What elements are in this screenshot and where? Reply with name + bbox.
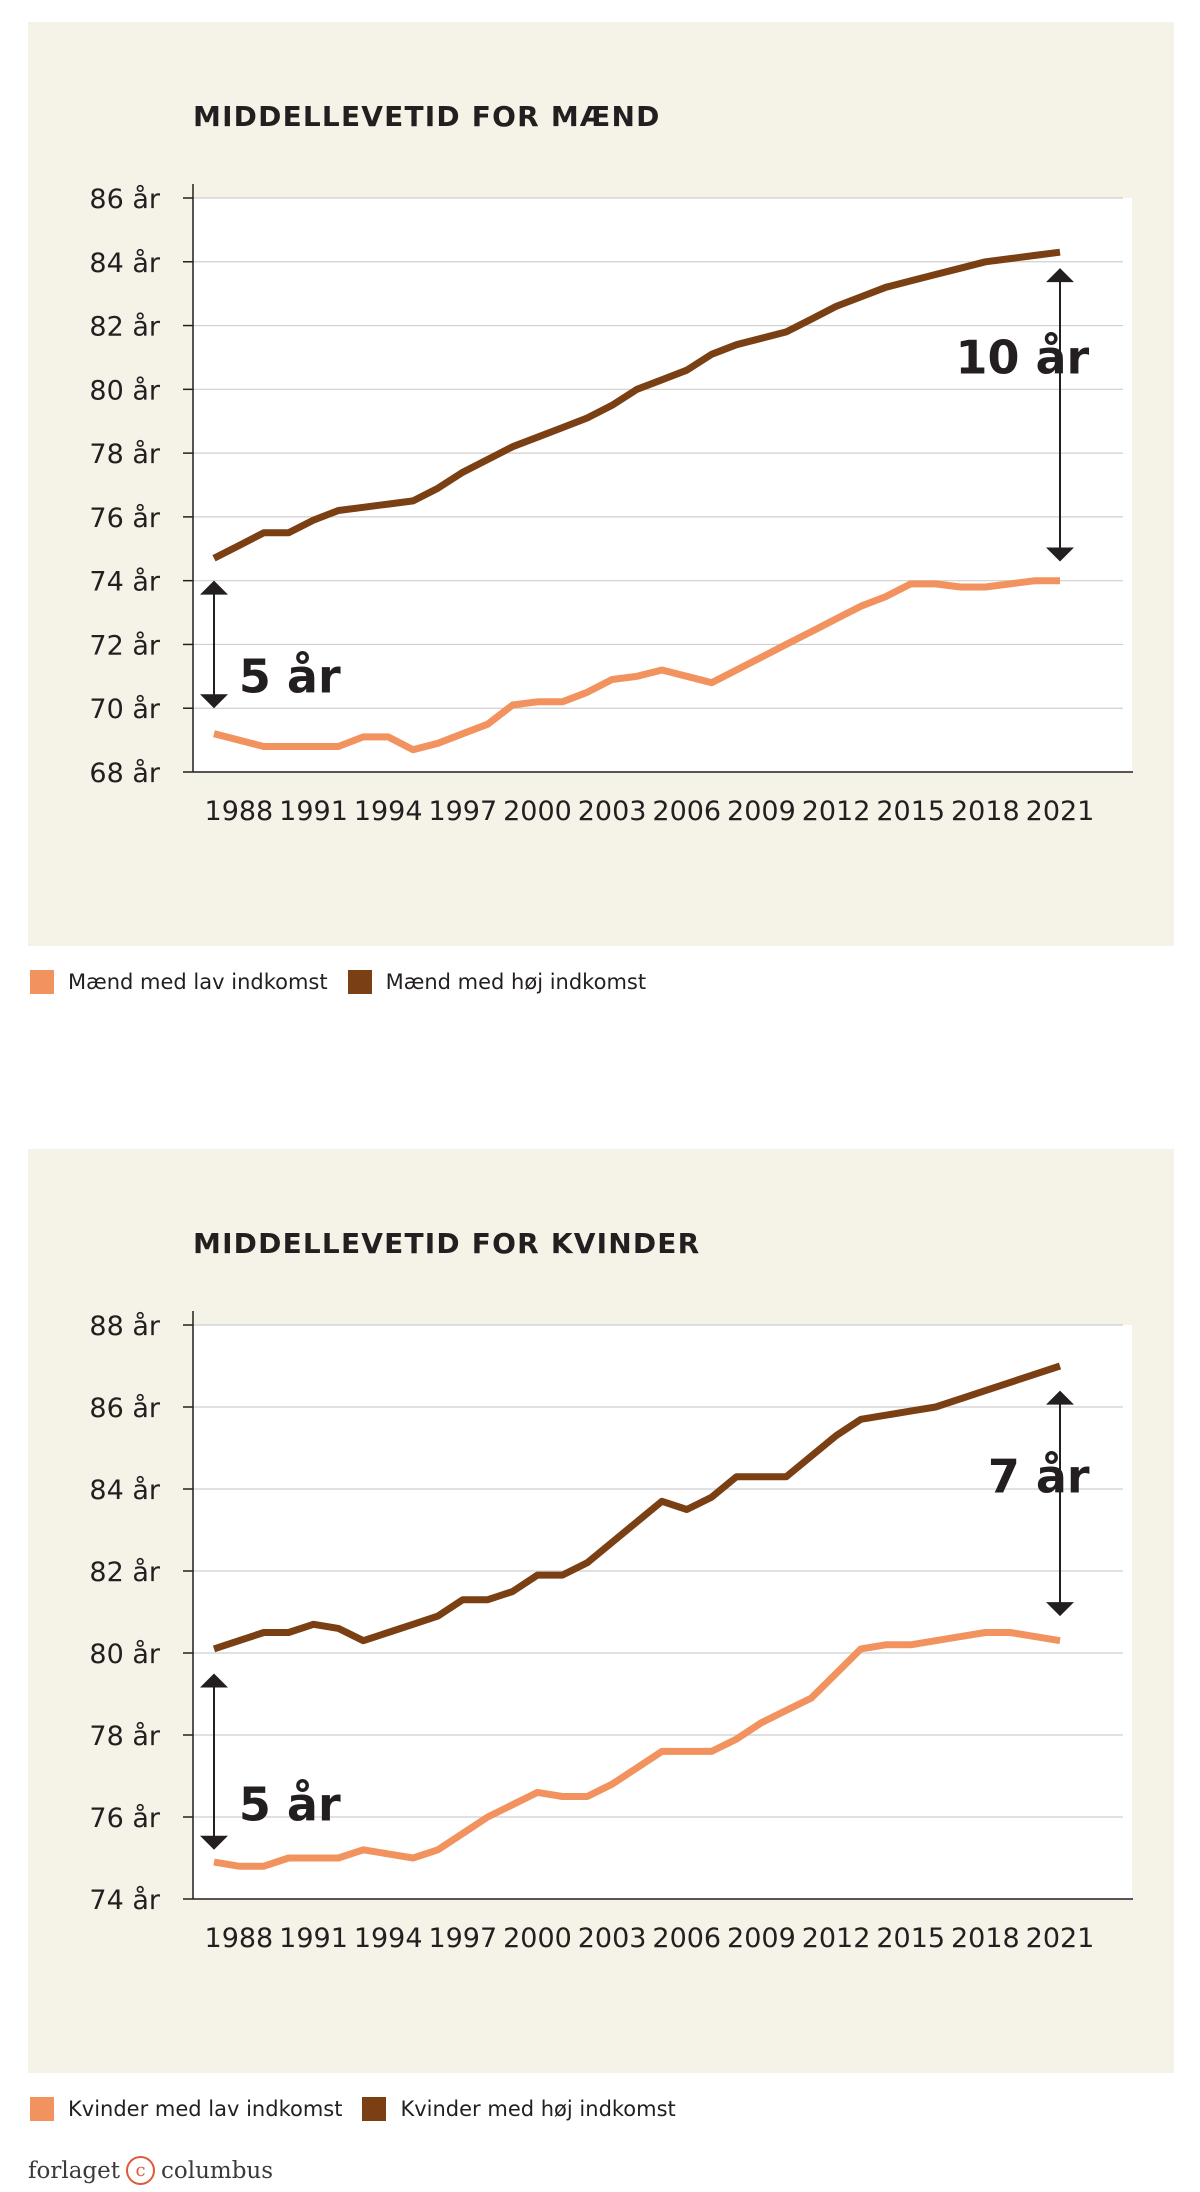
x-tick-label: 1991 (279, 796, 348, 827)
x-tick-label: 2003 (578, 796, 647, 827)
arrow-down-icon (200, 1835, 228, 1850)
x-tick-label: 2015 (876, 1923, 945, 1954)
series-line-low (213, 1629, 1061, 1870)
y-tick-label: 82 år (89, 1557, 160, 1588)
y-tick-label: 82 år (89, 312, 160, 343)
x-tick-label: 2006 (652, 1923, 721, 1954)
arrow-up-icon (200, 1673, 228, 1688)
legend-label: Kvinder med høj indkomst (400, 2097, 676, 2121)
copyright-c-icon: c (126, 2156, 155, 2185)
chart-panel-women: MIDDELLEVETID FOR KVINDER 74 år 76 år 78 å… (28, 1149, 1174, 2073)
gap-label: 10 år (955, 330, 1089, 384)
series-line-high (212, 248, 1061, 562)
x-tick-label: 2018 (951, 1923, 1020, 1954)
legend-swatch-low (30, 2097, 54, 2121)
x-tick-label: 2012 (802, 796, 871, 827)
publisher-logo: forlaget c columbus (28, 2156, 273, 2185)
y-tick-label: 80 år (89, 1639, 160, 1670)
x-tick-label: 2021 (1026, 1923, 1095, 1954)
legend-item-high: Mænd med høj indkomst (347, 970, 647, 994)
y-tick-label: 72 år (89, 630, 160, 661)
x-tick-label: 2000 (503, 1923, 572, 1954)
gap-label: 7 år (988, 1450, 1090, 1504)
chart-title: MIDDELLEVETID FOR MÆND (193, 100, 661, 133)
legend-label: Kvinder med lav indkomst (68, 2097, 343, 2121)
x-tick-label: 2006 (652, 796, 721, 827)
x-tick-label: 2009 (727, 1923, 796, 1954)
y-tick-label: 84 år (89, 1475, 160, 1506)
legend-swatch-high (362, 2097, 387, 2121)
legend-item-low: Mænd med lav indkomst (30, 970, 328, 994)
legend-men: Mænd med lav indkomst Mænd med høj indko… (30, 967, 666, 997)
y-tick-label: 70 år (89, 694, 160, 725)
arrow-down-icon (200, 694, 228, 709)
publisher-name-left: forlaget (28, 2157, 120, 2184)
line-chart-men: 68 år 70 år 72 år 74 år 76 år 78 år 80 år 82 år… (89, 184, 1133, 827)
series-line-high (212, 1362, 1062, 1653)
x-tick-label: 1994 (354, 1923, 423, 1954)
plot-area (194, 1325, 1132, 1899)
series-line-low (213, 577, 1060, 754)
arrow-down-icon (1046, 1602, 1074, 1617)
chart-title: MIDDELLEVETID FOR KVINDER (193, 1227, 701, 1260)
legend-swatch-high (347, 970, 372, 994)
gap-arrow (200, 1673, 228, 1850)
publisher-name-right: columbus (161, 2157, 274, 2184)
gap-arrow (200, 580, 228, 709)
x-tick-label: 2021 (1026, 796, 1095, 827)
y-tick-label: 74 år (89, 567, 160, 598)
legend-women: Kvinder med lav indkomst Kvinder med høj… (30, 2094, 696, 2124)
gap-label: 5 år (239, 649, 341, 703)
x-tick-label: 2012 (802, 1923, 871, 1954)
gap-arrow (1046, 1390, 1074, 1617)
y-tick-label: 80 år (89, 375, 160, 406)
x-tick-label: 2000 (503, 796, 572, 827)
legend-item-low: Kvinder med lav indkomst (30, 2097, 342, 2121)
y-tick-label: 68 år (89, 758, 160, 789)
legend-label: Mænd med høj indkomst (385, 970, 647, 994)
x-tick-label: 2009 (727, 796, 796, 827)
x-tick-label: 2018 (951, 796, 1020, 827)
y-tick-label: 78 år (89, 439, 160, 470)
x-tick-label: 1991 (279, 1923, 348, 1954)
y-tick-label: 86 år (89, 184, 160, 215)
legend-label: Mænd med lav indkomst (68, 970, 328, 994)
arrow-up-icon (1046, 1390, 1074, 1405)
line-chart-women: 74 år 76 år 78 år 80 år 82 år 84 år 86 år 88 år… (89, 1311, 1133, 1954)
x-tick-label: 1988 (205, 796, 274, 827)
x-tick-label: 1997 (428, 1923, 497, 1954)
arrow-up-icon (1046, 268, 1074, 283)
y-tick-label: 86 år (89, 1393, 160, 1424)
legend-swatch-low (30, 970, 54, 994)
y-tick-label: 74 år (89, 1885, 160, 1916)
arrow-down-icon (1046, 547, 1074, 562)
plot-area (194, 198, 1132, 772)
y-tick-label: 76 år (89, 503, 160, 534)
chart-panel-men: MIDDELLEVETID FOR MÆND 68 år 70 år 72 år 74… (28, 22, 1174, 946)
y-tick-label: 76 år (89, 1803, 160, 1834)
gap-arrow (1046, 268, 1074, 562)
x-tick-label: 1997 (428, 796, 497, 827)
y-tick-label: 88 år (89, 1311, 160, 1342)
arrow-up-icon (200, 580, 228, 595)
x-tick-label: 1994 (354, 796, 423, 827)
y-tick-label: 84 år (89, 248, 160, 279)
legend-item-high: Kvinder med høj indkomst (362, 2097, 676, 2121)
gap-label: 5 år (239, 1778, 341, 1832)
x-tick-label: 2015 (876, 796, 945, 827)
x-tick-label: 2003 (578, 1923, 647, 1954)
x-tick-label: 1988 (205, 1923, 274, 1954)
y-tick-label: 78 år (89, 1721, 160, 1752)
